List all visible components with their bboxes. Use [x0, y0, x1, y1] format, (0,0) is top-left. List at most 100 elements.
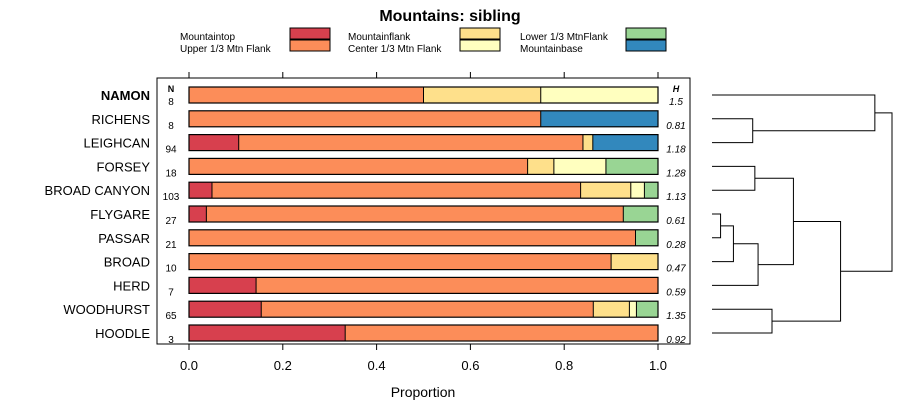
row-h-value: 0.59	[666, 287, 686, 298]
legend-swatch-mountainbase	[625, 39, 667, 52]
bar-segment-lower-1-3-mtnflank	[636, 301, 658, 318]
bar-segment-center-1-3-mtn-flank	[553, 158, 606, 175]
dendrogram-branch	[712, 308, 773, 334]
row-n-value: 8	[168, 121, 174, 132]
row-label: RICHENS	[91, 112, 150, 127]
row-n-value: 3	[168, 335, 174, 346]
bar-segment-mountainflank	[580, 182, 631, 199]
row-n-value: 103	[163, 192, 180, 203]
legend-swatch-mountainflank	[459, 27, 501, 40]
legend-label-lower-1-3-mtnflank: Lower 1/3 MtnFlank	[520, 32, 609, 43]
bar-segment-lower-1-3-mtnflank	[605, 158, 658, 175]
x-tick-label: 0.8	[555, 358, 573, 373]
dendrogram-branch	[712, 243, 759, 286]
legend-swatch-lower-1-3-mtnflank	[625, 27, 667, 40]
bar-outline	[188, 276, 659, 294]
row-h-value: 0.61	[666, 216, 685, 227]
bar-outline	[188, 324, 659, 342]
row-label: LEIGHCAN	[84, 136, 150, 151]
row-label: BROAD CANYON	[45, 183, 150, 198]
bar-segment-center-1-3-mtn-flank	[540, 87, 658, 103]
row-label: NAMON	[101, 88, 150, 103]
bar-segment-upper-1-3-mtn-flank	[256, 277, 658, 294]
dendrogram-branch	[712, 225, 734, 263]
h-column-header: H	[673, 84, 680, 94]
x-tick-label: 1.0	[649, 358, 667, 373]
row-h-value: 0.47	[666, 264, 686, 275]
x-tick-label: 0.2	[274, 358, 292, 373]
row-richens: RICHENS 8 0.81	[91, 110, 686, 132]
dendrogram-branch	[840, 112, 893, 272]
legend-label-mountainflank: Mountainflank	[348, 32, 411, 43]
row-h-value: 1.35	[666, 311, 686, 322]
legend-swatch-center-1-3-mtn-flank	[459, 39, 501, 52]
chart-title: Mountains: sibling	[379, 8, 520, 25]
row-h-value: 1.28	[666, 168, 686, 179]
row-n-value: 21	[165, 240, 177, 251]
bar-segment-mountaintop	[189, 277, 257, 294]
bar-segment-center-1-3-mtn-flank	[629, 301, 637, 318]
legend-swatch-mountaintop	[289, 27, 331, 40]
bar-segment-mountainflank	[611, 253, 658, 270]
bar-outline	[188, 300, 659, 318]
bar-outline	[188, 134, 659, 152]
row-label: HERD	[113, 278, 150, 293]
x-tick-label: 0.6	[461, 358, 479, 373]
bar-segment-mountainflank	[527, 158, 554, 175]
bar-segment-upper-1-3-mtn-flank	[211, 182, 581, 199]
row-flygare: FLYGARE 27 0.61	[90, 205, 686, 227]
bar-outline	[188, 110, 659, 128]
legend-label-mountainbase: Mountainbase	[520, 44, 583, 55]
row-h-value: 0.92	[666, 335, 686, 346]
bar-segment-upper-1-3-mtn-flank	[189, 253, 612, 270]
bar-outline	[188, 157, 659, 175]
dendrogram-branch	[712, 94, 876, 132]
plot-frame	[156, 77, 691, 345]
row-label: FLYGARE	[90, 207, 150, 222]
row-hoodle: HOODLE 3 0.92	[95, 324, 686, 346]
x-axis: 0.0 0.2 0.4 0.6 0.8 1.0	[180, 72, 667, 373]
row-n-value: 8	[168, 97, 174, 108]
dendrogram-branch	[754, 177, 794, 266]
bar-segment-mountainbase	[540, 110, 658, 127]
legend-swatch-upper-1-3-mtn-flank	[289, 39, 331, 52]
bar-segment-upper-1-3-mtn-flank	[189, 158, 528, 175]
legend-label-mountaintop: Mountaintop	[180, 32, 235, 43]
row-namon: NAMON 8 1.5	[101, 86, 683, 108]
row-broad: BROAD 10 0.47	[104, 253, 686, 275]
row-n-value: 65	[165, 311, 177, 322]
bar-outline	[188, 181, 659, 199]
bar-segment-center-1-3-mtn-flank	[630, 182, 645, 199]
row-herd: HERD 7 0.59	[113, 276, 686, 298]
row-label: BROAD	[104, 255, 150, 270]
bar-outline	[188, 229, 659, 247]
bar-segment-lower-1-3-mtnflank	[644, 182, 658, 199]
bar-segment-mountainflank	[423, 87, 541, 103]
row-h-value: 1.18	[666, 145, 686, 156]
bar-segment-mountaintop	[189, 301, 262, 318]
dendrogram-branch	[772, 220, 842, 322]
bar-segment-upper-1-3-mtn-flank	[238, 134, 583, 151]
bar-segment-mountaintop	[189, 325, 346, 341]
row-n-value: 27	[165, 216, 177, 227]
legend-label-center-1-3-mtn-flank: Center 1/3 Mtn Flank	[348, 44, 442, 55]
bar-segment-upper-1-3-mtn-flank	[189, 110, 541, 127]
row-label: HOODLE	[95, 326, 150, 341]
bar-outline	[188, 253, 659, 271]
dendrogram	[712, 94, 893, 334]
bar-outline	[188, 205, 659, 223]
bar-segment-mountainflank	[593, 301, 630, 318]
row-woodhurst: WOODHURST 65 1.35	[63, 300, 686, 322]
row-h-value: 0.81	[666, 121, 685, 132]
row-label: PASSAR	[98, 231, 150, 246]
bar-segment-upper-1-3-mtn-flank	[189, 87, 424, 103]
bar-segment-upper-1-3-mtn-flank	[206, 206, 624, 222]
legend-label-upper-1-3-mtn-flank: Upper 1/3 Mtn Flank	[180, 44, 272, 55]
row-broad-canyon: BROAD CANYON 103 1.13	[45, 181, 686, 203]
bar-segment-lower-1-3-mtnflank	[623, 206, 658, 222]
dendrogram-branch	[712, 118, 754, 144]
n-column-header: N	[168, 84, 175, 94]
